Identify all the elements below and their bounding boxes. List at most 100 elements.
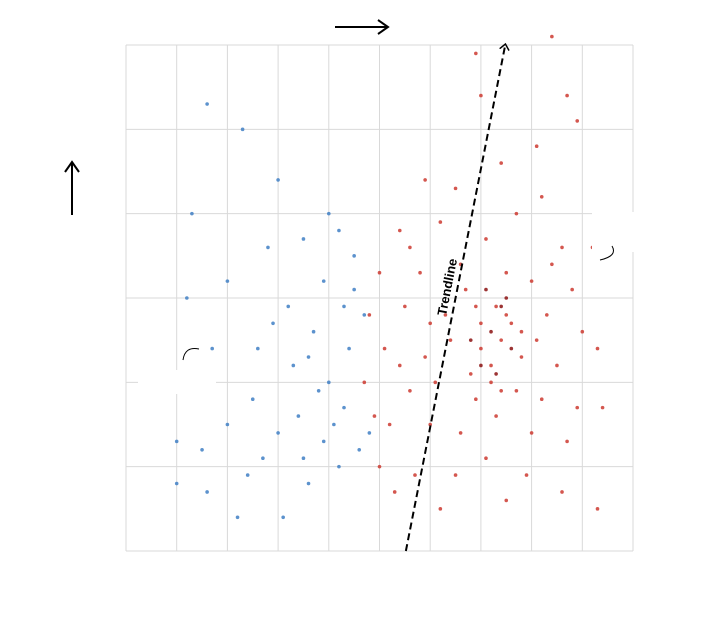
point bbox=[423, 355, 427, 359]
point bbox=[271, 321, 275, 326]
point bbox=[438, 220, 443, 224]
point bbox=[509, 321, 514, 326]
point bbox=[443, 313, 448, 317]
point bbox=[494, 304, 498, 309]
point bbox=[174, 481, 179, 486]
point bbox=[205, 490, 209, 494]
point bbox=[337, 228, 341, 233]
point bbox=[499, 388, 503, 393]
point bbox=[276, 431, 280, 435]
point bbox=[539, 397, 544, 402]
point bbox=[575, 405, 580, 410]
y-axis-arrowhead bbox=[64, 160, 80, 173]
point bbox=[392, 490, 397, 494]
point bbox=[205, 102, 209, 106]
point bbox=[245, 473, 250, 477]
point bbox=[301, 237, 306, 241]
point bbox=[291, 363, 296, 368]
point bbox=[499, 338, 503, 342]
point bbox=[580, 329, 585, 334]
grid bbox=[125, 44, 634, 552]
point bbox=[484, 237, 488, 241]
point bbox=[352, 254, 356, 258]
point bbox=[367, 431, 372, 435]
point bbox=[286, 304, 291, 309]
point bbox=[185, 296, 189, 300]
point bbox=[474, 304, 478, 309]
trendline bbox=[404, 45, 505, 552]
point bbox=[306, 481, 311, 486]
point bbox=[529, 431, 534, 435]
point bbox=[489, 380, 493, 385]
point bbox=[550, 34, 554, 39]
point bbox=[565, 439, 569, 444]
point bbox=[575, 119, 580, 123]
point bbox=[327, 211, 331, 216]
point bbox=[382, 346, 387, 351]
point bbox=[428, 321, 433, 326]
point bbox=[509, 346, 514, 351]
point bbox=[565, 93, 569, 98]
annotation-box bbox=[138, 370, 216, 394]
point bbox=[570, 287, 574, 292]
point bbox=[534, 338, 539, 342]
point bbox=[474, 51, 478, 56]
point bbox=[484, 287, 488, 292]
annotation-arrow bbox=[182, 348, 200, 361]
point bbox=[281, 515, 285, 520]
point bbox=[423, 178, 427, 182]
point bbox=[458, 431, 463, 435]
point bbox=[210, 346, 214, 351]
annotation-arrow bbox=[599, 245, 614, 261]
point bbox=[529, 279, 534, 283]
point bbox=[453, 186, 458, 191]
point bbox=[261, 456, 265, 461]
point bbox=[240, 127, 245, 132]
point bbox=[489, 363, 493, 368]
point bbox=[560, 245, 564, 250]
point bbox=[514, 388, 519, 393]
point bbox=[560, 490, 564, 494]
point bbox=[362, 313, 367, 317]
point bbox=[474, 397, 478, 402]
point bbox=[347, 346, 351, 351]
point bbox=[321, 279, 326, 283]
point bbox=[276, 178, 280, 182]
point bbox=[514, 211, 519, 216]
point bbox=[484, 456, 488, 461]
point bbox=[367, 313, 372, 317]
point bbox=[377, 464, 382, 469]
point bbox=[408, 388, 412, 393]
point bbox=[545, 313, 549, 317]
point bbox=[519, 355, 524, 359]
point bbox=[397, 363, 402, 368]
trendline-label: Trendline bbox=[434, 257, 460, 317]
point bbox=[595, 507, 600, 511]
point bbox=[301, 456, 306, 461]
point bbox=[377, 270, 382, 275]
point bbox=[428, 422, 433, 427]
point bbox=[504, 270, 509, 275]
point bbox=[418, 270, 422, 275]
point bbox=[403, 304, 407, 309]
point bbox=[504, 313, 509, 317]
point bbox=[387, 422, 392, 427]
point bbox=[337, 464, 341, 469]
point bbox=[190, 211, 194, 216]
point bbox=[433, 380, 438, 385]
point bbox=[595, 346, 600, 351]
point bbox=[357, 448, 362, 452]
point bbox=[225, 279, 230, 283]
annotation-box bbox=[592, 212, 634, 252]
point bbox=[332, 422, 336, 427]
point bbox=[372, 414, 377, 418]
point bbox=[266, 245, 270, 250]
point bbox=[235, 515, 240, 520]
point bbox=[342, 304, 346, 309]
point bbox=[534, 144, 539, 148]
point bbox=[479, 346, 483, 351]
point bbox=[321, 439, 326, 444]
point bbox=[504, 296, 509, 300]
point bbox=[504, 498, 509, 503]
